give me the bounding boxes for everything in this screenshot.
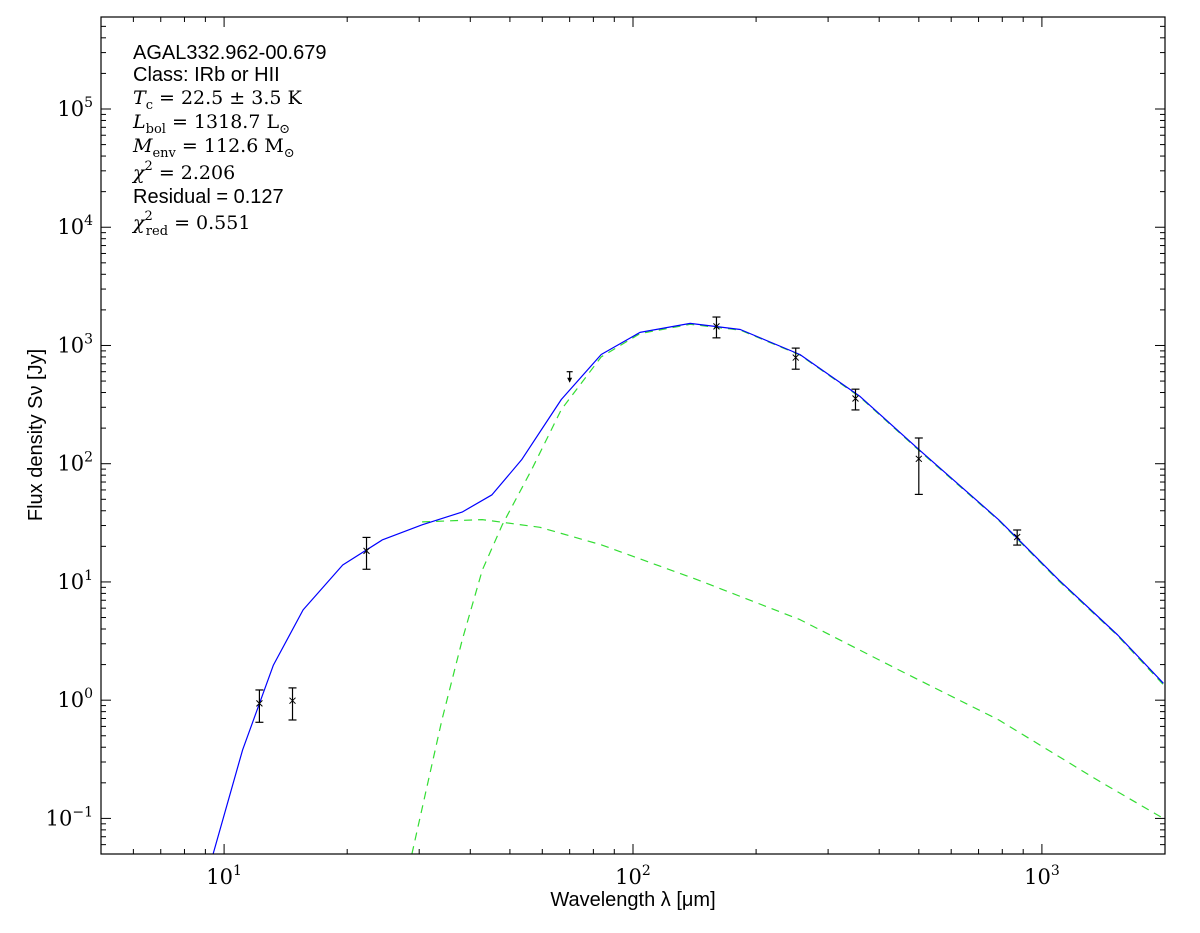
x-marker <box>852 395 859 402</box>
symbol: χ <box>131 162 146 184</box>
subscript: c <box>146 98 153 113</box>
x-marker <box>713 323 720 330</box>
data-point <box>288 687 297 721</box>
tick-base: 10 <box>57 570 84 594</box>
value: = 0.551 <box>168 212 250 234</box>
subscript: env <box>152 146 176 161</box>
superscript: 2 <box>145 209 153 224</box>
total-fit-curve <box>212 322 1164 854</box>
x-marker <box>289 697 296 705</box>
x-marker <box>915 455 923 463</box>
y-axis-label: Flux density Sν [Jy] <box>25 349 47 521</box>
component-curve <box>422 519 1164 819</box>
tick-base: 10 <box>57 333 84 357</box>
x-axis-label: Wavelength λ [μm] <box>550 889 715 911</box>
tick-base: 10 <box>57 452 84 476</box>
annotation-line: χ2 = 2.206 <box>131 159 235 184</box>
data-point <box>362 536 371 570</box>
symbol: L <box>132 111 146 133</box>
tick-exp: 1 <box>233 863 242 879</box>
data-point <box>1013 529 1022 546</box>
value: = 1318.7 L <box>166 111 280 133</box>
annotation-line: χ2 red = 0.551 <box>131 209 250 239</box>
tick-exp: 2 <box>84 450 93 466</box>
data-point <box>255 689 264 723</box>
symbol: χ <box>131 212 146 234</box>
data-point <box>851 388 860 411</box>
superscript: 2 <box>145 159 153 174</box>
y-tick-label: 104 <box>57 213 93 239</box>
x-marker <box>256 699 263 707</box>
annotation-line: Residual = 0.127 <box>133 186 284 208</box>
component-curve <box>411 323 1164 854</box>
y-tick-label: 102 <box>57 450 93 476</box>
x-tick-label: 103 <box>1024 863 1060 889</box>
arrow-down-icon <box>567 377 573 383</box>
data-point <box>791 347 800 370</box>
sun-symbol: ⊙ <box>284 146 295 161</box>
data-point <box>712 316 721 339</box>
tick-exp: 3 <box>1051 863 1060 879</box>
tick-exp: 2 <box>642 863 651 879</box>
y-tick-label: 10−1 <box>46 804 93 830</box>
tick-base: 10 <box>57 215 84 239</box>
y-tick-label: 105 <box>57 95 93 121</box>
tick-base: 10 <box>615 865 642 889</box>
annotation-line: Lbol = 1318.7 L⊙ <box>132 111 290 137</box>
curves <box>212 322 1164 854</box>
tick-base: 10 <box>206 865 233 889</box>
tick-exp: 0 <box>84 686 93 702</box>
subscript: red <box>146 224 168 239</box>
value: = 2.206 <box>153 162 235 184</box>
tick-base: 10 <box>1024 865 1051 889</box>
symbol: T <box>133 87 147 109</box>
tick-exp: −1 <box>72 804 93 820</box>
y-tick-label: 103 <box>57 331 93 357</box>
x-marker <box>363 547 370 555</box>
sun-symbol: ⊙ <box>279 122 290 137</box>
x-marker <box>792 354 800 361</box>
x-tick-label: 102 <box>615 863 651 889</box>
data-point <box>914 437 923 496</box>
x-tick-label: 101 <box>206 863 242 889</box>
y-tick-label: 100 <box>57 686 93 712</box>
x-marker <box>1013 533 1021 541</box>
data-points <box>255 316 1022 723</box>
tick-exp: 4 <box>84 213 93 229</box>
tick-base: 10 <box>57 97 84 121</box>
annotation-line: Class: IRb or HII <box>133 64 280 86</box>
y-tick-label: 101 <box>57 568 93 594</box>
tick-exp: 3 <box>84 331 93 347</box>
tick-exp: 5 <box>84 95 93 111</box>
subscript: bol <box>146 122 166 137</box>
symbol: M <box>132 135 153 157</box>
annotation-line: Menv = 112.6 M⊙ <box>132 135 295 161</box>
upper-limit <box>566 371 573 383</box>
annotation-line: Tc = 22.5 ± 3.5 K <box>133 87 303 113</box>
value: = 112.6 M <box>176 135 284 157</box>
tick-base: 10 <box>46 806 73 830</box>
tick-exp: 1 <box>84 568 93 584</box>
annotation-line: AGAL332.962-00.679 <box>133 42 327 64</box>
value: = 22.5 ± 3.5 K <box>153 87 303 109</box>
tick-base: 10 <box>57 688 84 712</box>
